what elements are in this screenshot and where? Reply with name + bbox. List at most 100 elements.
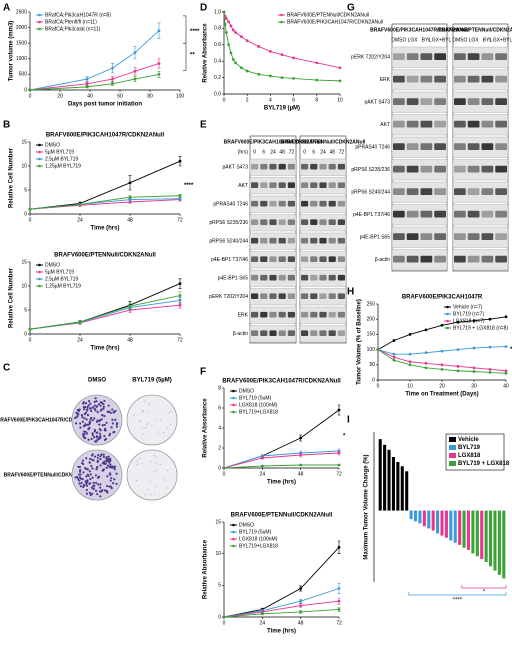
colony-dot [139, 420, 141, 422]
bar [462, 510, 466, 548]
colony-dot [82, 462, 85, 466]
colony-dot [86, 405, 89, 409]
band [260, 330, 268, 336]
colony-dot [115, 425, 119, 428]
column-label: DMSO [88, 378, 106, 384]
colony-dot [154, 457, 156, 459]
band [328, 163, 336, 170]
x-tick-label: 20 [439, 383, 445, 389]
data-point [229, 24, 233, 28]
band [406, 98, 419, 105]
colony-dot [86, 408, 89, 411]
y-tick-label: 100 [367, 347, 376, 353]
band [420, 53, 433, 60]
data-point [338, 79, 342, 83]
colony-dot [105, 490, 108, 493]
band [251, 237, 259, 244]
band [310, 182, 318, 188]
data-point [133, 69, 137, 73]
data-point [85, 77, 89, 81]
bar [475, 510, 479, 557]
y-tick-label: 1.0 [214, 9, 221, 15]
bar [400, 466, 404, 511]
data-point [269, 49, 272, 53]
bracket [461, 585, 507, 589]
band [260, 163, 268, 170]
x-tick-label: 0 [29, 93, 32, 99]
x-axis-label: Time (hrs) [91, 346, 120, 352]
colony-dot [113, 478, 116, 481]
colony-dot [166, 427, 168, 429]
y-tick-label: 10 [21, 283, 27, 289]
band [467, 75, 480, 83]
colony-dot [88, 470, 91, 473]
blot-strip [299, 158, 347, 176]
colony-dot [99, 404, 102, 407]
x-tick-label: 10 [407, 383, 413, 389]
data-point [257, 45, 261, 48]
blot-strip [452, 249, 509, 271]
colony-dot [93, 404, 96, 407]
panel-label: I [347, 415, 350, 426]
data-point [337, 408, 341, 412]
band [328, 274, 336, 281]
colony-dot [91, 492, 94, 495]
colony-dot [111, 418, 114, 421]
annotation: * [483, 590, 486, 596]
series-line [29, 30, 160, 91]
colony-dot [98, 423, 101, 426]
group-label: BRAFV600E/PTENNull/CDKN2ANull [438, 27, 512, 33]
y-tick-label: 15 [215, 519, 221, 525]
legend-label: BYL719 [458, 445, 481, 451]
band [481, 120, 494, 128]
series-line [223, 409, 340, 469]
legend-marker [38, 270, 41, 274]
colony-dot [82, 471, 85, 474]
colony-dot [110, 476, 113, 480]
data-point [472, 366, 476, 370]
colony-dot [84, 430, 87, 434]
band [406, 75, 419, 83]
panel-label: E [200, 120, 207, 131]
legend-swatch [449, 445, 456, 450]
colony-dot [92, 481, 95, 484]
band [393, 165, 405, 173]
x-tick-label: 60 [117, 93, 123, 99]
data-point [234, 31, 238, 34]
band [269, 330, 277, 336]
colony-dot [97, 453, 100, 457]
row-label: p4E-BP1 T37/46 [353, 212, 390, 218]
band [481, 75, 494, 83]
band [319, 274, 327, 281]
series-line [29, 195, 181, 210]
band [319, 163, 327, 170]
colony-dot [79, 422, 82, 425]
colony-dot [92, 436, 96, 439]
blot-strip [391, 226, 448, 248]
band [406, 255, 419, 263]
bar [449, 510, 453, 541]
band [269, 274, 277, 281]
colony-dot [115, 472, 118, 475]
band [287, 219, 295, 225]
colony-dot [86, 414, 90, 417]
data-point [157, 29, 161, 33]
bar [387, 449, 391, 511]
colony-dot [78, 473, 81, 476]
x-axis-label: Time (hrs) [91, 226, 120, 232]
colony-dot [79, 469, 82, 472]
colony-dot [89, 457, 92, 461]
data-point [269, 74, 272, 78]
bar [427, 510, 431, 529]
band [269, 163, 277, 170]
colony-dot [99, 432, 102, 435]
legend-marker [232, 396, 235, 400]
y-tick-label: 2000 [16, 25, 27, 31]
colony-dot [94, 489, 98, 492]
band [287, 293, 295, 299]
x-tick-label: 72 [336, 620, 342, 626]
band [406, 188, 419, 195]
legend-marker [446, 326, 449, 330]
data-point [408, 333, 412, 336]
band [287, 200, 295, 207]
